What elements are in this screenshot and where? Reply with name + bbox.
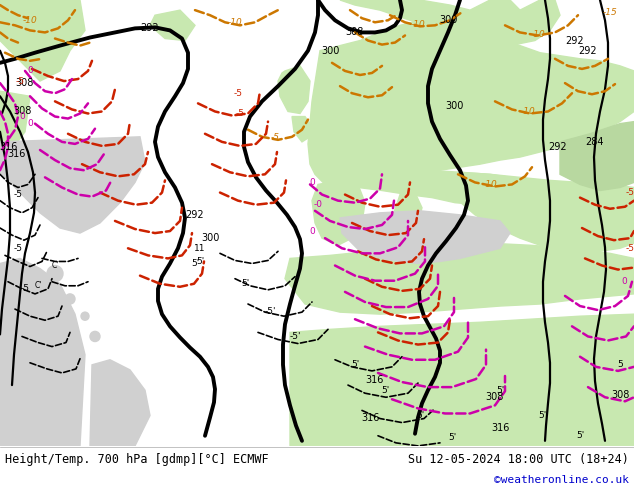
Text: -5: -5 [15, 76, 25, 86]
Polygon shape [0, 0, 85, 81]
Text: -10: -10 [521, 107, 535, 116]
Text: 308: 308 [611, 390, 629, 400]
Circle shape [36, 283, 48, 295]
Text: -10: -10 [228, 18, 242, 27]
Text: 5': 5' [576, 431, 584, 441]
Text: 0: 0 [27, 67, 33, 75]
Text: 5': 5' [351, 360, 359, 369]
Text: C': C' [34, 281, 42, 290]
Text: 5': 5' [448, 433, 456, 442]
Text: 316: 316 [491, 423, 509, 433]
Text: 5': 5' [381, 386, 389, 394]
Polygon shape [150, 10, 195, 41]
Polygon shape [0, 258, 85, 446]
Text: -5': -5' [289, 332, 301, 341]
Circle shape [47, 266, 63, 282]
Text: 300: 300 [201, 233, 219, 243]
Text: 5': 5' [191, 259, 199, 268]
Text: -10: -10 [482, 180, 498, 189]
Text: C': C' [51, 261, 59, 270]
Polygon shape [278, 66, 310, 114]
Circle shape [43, 312, 57, 326]
Text: 5': 5' [196, 257, 204, 266]
Text: 0: 0 [27, 119, 33, 128]
Text: -5: -5 [13, 190, 22, 199]
Text: 308: 308 [13, 106, 31, 117]
Text: 292: 292 [566, 36, 585, 46]
Circle shape [65, 294, 75, 304]
Text: 5': 5' [416, 411, 424, 420]
Text: -0: -0 [313, 200, 323, 209]
Text: 316: 316 [0, 142, 17, 152]
Text: 308: 308 [16, 78, 34, 88]
Text: 5: 5 [617, 360, 623, 369]
Polygon shape [392, 193, 422, 245]
Text: -5: -5 [235, 109, 245, 118]
Text: 292: 292 [548, 142, 567, 152]
Text: -5': -5' [264, 307, 276, 316]
Polygon shape [285, 243, 634, 314]
Text: 5': 5' [241, 279, 249, 288]
Text: -10: -10 [411, 20, 425, 29]
Text: Su 12-05-2024 18:00 UTC (18+24): Su 12-05-2024 18:00 UTC (18+24) [408, 453, 629, 466]
Text: ©weatheronline.co.uk: ©weatheronline.co.uk [494, 475, 629, 485]
Text: -5: -5 [13, 244, 22, 253]
Circle shape [90, 331, 100, 342]
Polygon shape [0, 137, 145, 233]
Text: 292: 292 [579, 46, 597, 56]
Text: -5: -5 [626, 244, 634, 253]
Text: 0: 0 [309, 226, 315, 236]
Polygon shape [90, 360, 150, 446]
Text: 11: 11 [194, 244, 206, 253]
Text: 0: 0 [19, 112, 25, 121]
Polygon shape [340, 0, 530, 46]
Text: 0: 0 [621, 277, 627, 286]
Circle shape [81, 312, 89, 320]
Polygon shape [478, 0, 560, 46]
Text: -5: -5 [233, 89, 242, 98]
Text: 316: 316 [366, 375, 384, 385]
Polygon shape [455, 172, 634, 253]
Text: Height/Temp. 700 hPa [gdmp][°C] ECMWF: Height/Temp. 700 hPa [gdmp][°C] ECMWF [5, 453, 269, 466]
Text: 5': 5' [538, 411, 546, 420]
Text: 5': 5' [496, 386, 504, 394]
Text: -10: -10 [23, 16, 37, 25]
Text: 284: 284 [586, 137, 604, 147]
Polygon shape [292, 117, 312, 142]
Text: -5: -5 [20, 284, 30, 294]
Text: -5: -5 [271, 133, 280, 142]
Text: 292: 292 [141, 24, 159, 33]
Polygon shape [312, 180, 365, 245]
Text: -15: -15 [603, 8, 618, 17]
Text: 292: 292 [186, 210, 204, 220]
Polygon shape [0, 91, 30, 152]
Polygon shape [308, 20, 634, 188]
Text: -5: -5 [626, 188, 634, 197]
Text: 300: 300 [321, 46, 339, 56]
Text: 300: 300 [446, 101, 464, 111]
Text: 300: 300 [439, 15, 457, 25]
Text: 308: 308 [486, 392, 504, 402]
Text: 316: 316 [7, 149, 25, 159]
Text: 0: 0 [309, 178, 315, 187]
Text: -10: -10 [531, 30, 545, 39]
Text: 308: 308 [346, 27, 364, 37]
Polygon shape [340, 170, 520, 205]
Polygon shape [340, 211, 510, 264]
Text: 316: 316 [361, 413, 379, 422]
Polygon shape [290, 314, 634, 446]
Polygon shape [560, 122, 634, 191]
